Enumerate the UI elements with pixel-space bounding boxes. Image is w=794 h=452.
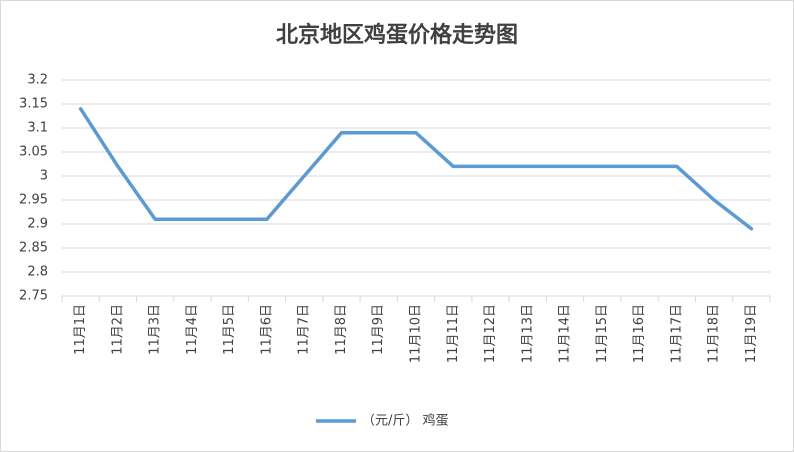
x-tick-label: 11月19日 <box>744 304 759 363</box>
y-tick-label: 2.75 <box>19 289 48 304</box>
x-tick-label: 11月4日 <box>185 304 200 355</box>
x-tick-label: 11月5日 <box>222 304 237 355</box>
y-tick-label: 3.2 <box>27 73 48 88</box>
x-tick-label: 11月8日 <box>334 304 349 355</box>
y-tick-label: 2.95 <box>19 193 48 208</box>
y-tick-label: 2.8 <box>27 265 48 280</box>
y-tick-label: 2.85 <box>19 241 48 256</box>
x-tick-label: 11月13日 <box>520 304 535 363</box>
series-line <box>78 107 754 231</box>
x-tick-label: 11月2日 <box>110 304 125 355</box>
x-tick-label: 11月1日 <box>73 304 88 355</box>
x-tick-label: 11月11日 <box>446 304 461 363</box>
y-tick-label: 3 <box>40 169 48 184</box>
x-tick-label: 11月6日 <box>259 304 274 355</box>
y-tick-label: 2.9 <box>27 217 48 232</box>
x-tick-label: 11月12日 <box>483 304 498 363</box>
x-tick-label: 11月7日 <box>297 304 312 355</box>
x-tick-label: 11月15日 <box>595 304 610 363</box>
x-tick-label: 11月9日 <box>371 304 386 355</box>
x-tick-label: 11月17日 <box>669 304 684 363</box>
legend-label: （元/斤） 鸡蛋 <box>362 413 449 429</box>
x-tick-label: 11月3日 <box>148 304 163 355</box>
x-tick-label: 11月14日 <box>558 304 573 363</box>
x-tick-label: 11月10日 <box>409 304 424 363</box>
x-tick-label: 11月18日 <box>707 304 722 363</box>
y-tick-label: 3.05 <box>19 145 48 160</box>
x-tick-label: 11月16日 <box>632 304 647 363</box>
chart-title: 北京地区鸡蛋价格走势图 <box>276 22 518 48</box>
y-tick-label: 3.1 <box>27 121 48 136</box>
y-tick-label: 3.15 <box>19 97 48 112</box>
